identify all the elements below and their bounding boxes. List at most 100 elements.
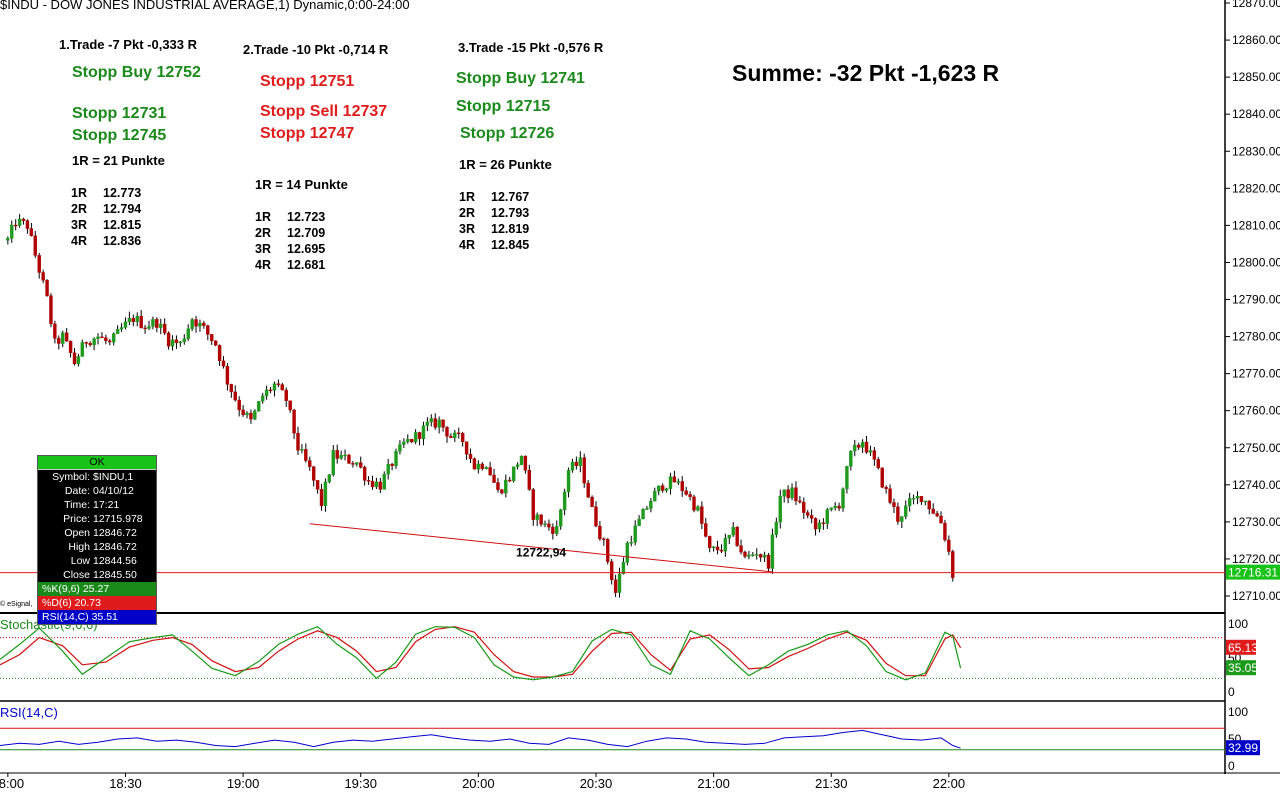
candle-body [92,338,96,346]
candle-body [888,488,892,503]
candle-body [355,462,359,465]
candle-body [366,480,371,482]
candle-body [53,323,57,339]
candle-body [37,255,41,273]
candle-body [378,481,383,490]
x-tick-label: 20:30 [580,776,613,791]
trade-2-r-line: 1R = 14 Punkte [255,177,348,192]
stoch-k-tag [1226,660,1256,676]
candle-body [731,526,735,536]
candle-body [308,460,312,467]
candle-body [480,463,484,470]
candle-body [25,220,30,229]
candle-body [543,523,547,526]
candle-body [135,316,139,322]
candle-body [927,500,931,510]
candle-body [245,412,249,416]
watermark: © eSignal, [0,600,32,608]
candle-body [170,339,175,347]
candle-body [76,356,81,364]
candle-body [139,316,143,329]
candle-body [907,498,912,506]
rsi-tag [1226,740,1260,756]
candle-body [406,438,410,443]
candle-body [539,514,543,525]
y-tick-label: 12710.00 [1232,589,1280,603]
candle-body [68,340,73,353]
trade-1-level-2: Stopp 12731 [72,105,167,122]
candle-body [931,508,935,514]
candle-body [637,518,641,526]
data-window-row: Time: 17:21 [64,499,120,511]
candle-body [202,322,206,326]
candle-body [17,218,22,226]
y-tick-label: 12870.00 [1232,0,1280,10]
candle-body [362,467,367,481]
candle-body [868,450,873,453]
candle-body [672,476,677,483]
last-price-tag [1226,564,1280,580]
stoch-k-tag-label: 35.05 [1228,661,1258,675]
candle-body [374,481,379,488]
r-table-row: 4R 12.845 [459,238,530,252]
candle-body [657,485,661,492]
candle-body [609,561,614,580]
data-window-ok-button[interactable]: OK [38,456,156,470]
candle-body [649,500,653,509]
candle-body [884,487,888,489]
candle-body [343,454,347,457]
candle-body [100,336,104,339]
candle-body [519,455,524,465]
stochastic-tick-label: 100 [1228,617,1248,631]
data-window-row: Price: 12715.978 [63,513,143,525]
candle-body [570,461,575,471]
candle-body [719,549,724,552]
candle-body [268,389,273,392]
candle-body [947,539,951,552]
candle-body [151,319,155,327]
candle-body [159,323,163,328]
candle-body [449,436,453,438]
candle-body [241,409,245,416]
candle-body [782,489,786,497]
candle-body [198,322,202,327]
candle-body [751,554,755,556]
candle-body [758,554,763,558]
candle-body [351,463,355,465]
candle-body [774,521,779,535]
candle-body [335,450,339,459]
candle-body [755,554,759,556]
candle-body [504,479,508,494]
candle-body [837,505,841,509]
r-table-row: 2R 12.793 [459,206,530,220]
candle-body [457,432,461,435]
x-tick-label: 19:00 [227,776,260,791]
candle-body [676,481,681,483]
candle-body [951,551,955,578]
data-window[interactable]: OK Symbol: $INDU,1 Date: 04/10/12 Time: 17:… [37,455,157,625]
candle-body [653,491,657,502]
candle-body [225,365,230,385]
candle-body [115,329,120,334]
candle-body [829,507,833,510]
candle-body [72,352,77,364]
stoch-d-tag-label: 65.13 [1228,641,1258,655]
r-table-row: 3R 12.819 [459,222,530,236]
trade-2-r-table: 1R 12.723 2R 12.709 3R 12.695 4R 12.681 [255,209,325,273]
candle-body [833,505,837,509]
last-price-label: 12716.31 [1228,566,1278,580]
data-window-row: Open 12846.72 [64,527,137,539]
candle-body [162,323,167,334]
candle-body [464,441,469,455]
candle-body [409,438,414,443]
trade-3-header: 3.Trade -15 Pkt -0,576 R [458,40,604,55]
candle-body [178,341,183,344]
candle-body [876,459,880,469]
trade-3-level-1: Stopp Buy 12741 [456,70,585,87]
candle-body [64,332,69,342]
candle-body [300,449,304,451]
candle-body [390,463,394,466]
candle-body [249,412,253,420]
data-window-row: Low 12844.56 [70,555,137,567]
candle-body [633,525,637,543]
